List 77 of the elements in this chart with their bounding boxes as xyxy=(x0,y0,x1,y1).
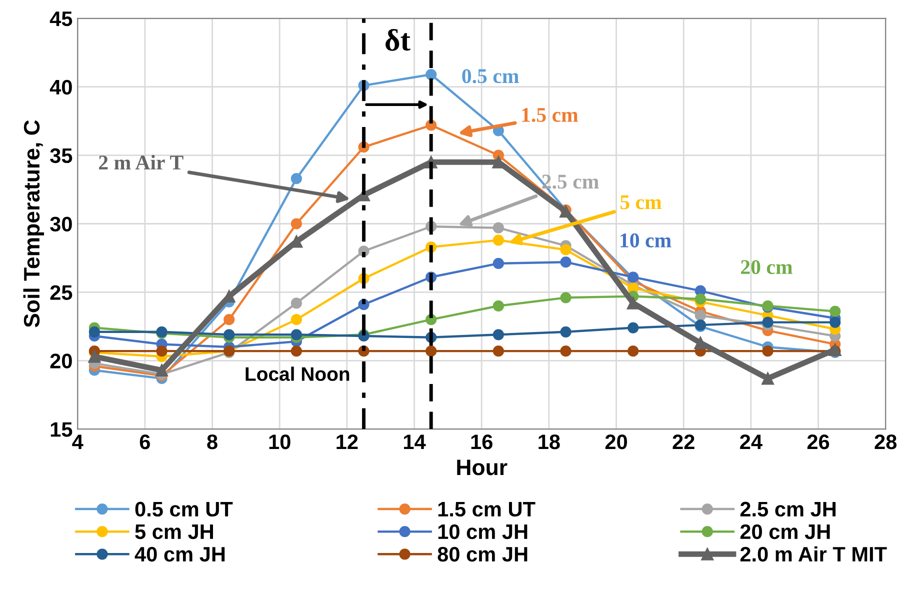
x-tick-label: 14 xyxy=(404,434,426,450)
point xyxy=(560,346,572,357)
point xyxy=(626,296,640,310)
legend-label: 2.0 m Air T MIT xyxy=(740,546,887,562)
x-tick-label: 26 xyxy=(807,434,830,450)
annotation: 5 cm xyxy=(620,195,662,210)
point xyxy=(492,346,504,357)
point xyxy=(762,346,774,357)
y-tick-label: 40 xyxy=(50,80,72,95)
y-tick-label: 35 xyxy=(50,148,72,164)
annotation: 1.5 cm xyxy=(522,108,578,122)
x-tick-label: 16 xyxy=(471,434,492,450)
legend-label: 10 cm JH xyxy=(438,524,528,540)
annotation: 2 m Air T xyxy=(99,154,184,170)
y-tick-label: 45 xyxy=(50,12,72,26)
point xyxy=(694,336,707,350)
annotation: 0.5 cm xyxy=(462,69,519,84)
legend-label: 40 cm JH xyxy=(134,546,225,562)
point xyxy=(492,234,504,246)
point xyxy=(492,258,504,270)
point xyxy=(88,350,101,363)
point xyxy=(628,346,639,357)
legend-label: 2.5 cm JH xyxy=(740,502,836,517)
point xyxy=(156,364,168,376)
y-tick-label: 25 xyxy=(50,285,72,300)
point xyxy=(290,346,302,357)
point xyxy=(224,329,235,340)
x-tick-label: 10 xyxy=(269,434,290,450)
point xyxy=(88,326,100,338)
point xyxy=(762,372,774,385)
point xyxy=(290,173,302,184)
y-axis-title: Soil Temperature, C xyxy=(23,120,44,328)
point xyxy=(492,222,504,234)
y-tick-label: 20 xyxy=(50,354,72,368)
point xyxy=(224,314,235,326)
point xyxy=(628,322,639,334)
legend-label: 0.5 cm UT xyxy=(135,502,233,517)
point xyxy=(426,68,437,80)
x-tick-label: 20 xyxy=(605,434,628,450)
legend-label: 20 cm JH xyxy=(740,524,830,540)
point xyxy=(290,218,302,230)
annotation: 10 cm xyxy=(620,233,672,248)
legend-label: 5 cm JH xyxy=(135,524,213,540)
ref-line-label: Local Noon xyxy=(246,366,350,381)
point xyxy=(492,300,504,312)
point xyxy=(694,293,706,305)
legend-label: 1.5 cm UT xyxy=(438,502,536,517)
point xyxy=(830,306,841,317)
point xyxy=(560,244,572,256)
annotation: 2.5 cm xyxy=(542,174,599,189)
x-tick-label: 4 xyxy=(72,434,84,450)
ref-line-label: δt xyxy=(386,29,410,51)
point xyxy=(426,346,437,357)
x-tick-label: 22 xyxy=(672,434,694,450)
x-tick-label: 12 xyxy=(336,434,358,450)
legend-label: 80 cm JH xyxy=(438,546,528,562)
point xyxy=(492,329,504,340)
point xyxy=(290,329,302,340)
x-tick-label: 24 xyxy=(740,434,762,450)
point xyxy=(694,310,706,322)
point xyxy=(560,326,572,338)
x-tick-label: 28 xyxy=(874,434,897,450)
x-tick-label: 6 xyxy=(140,434,150,450)
point xyxy=(560,292,572,304)
point xyxy=(156,346,168,357)
point xyxy=(828,343,842,356)
y-tick-label: 15 xyxy=(50,422,72,437)
point xyxy=(762,316,774,328)
point xyxy=(830,316,841,328)
annotation: 20 cm xyxy=(741,260,792,274)
x-tick-label: 18 xyxy=(538,434,560,450)
x-tick-label: 8 xyxy=(207,434,218,450)
point xyxy=(290,298,302,309)
point xyxy=(560,256,572,268)
y-tick-label: 30 xyxy=(50,216,72,232)
point xyxy=(290,314,302,326)
x-axis-title: Hour xyxy=(457,460,508,476)
